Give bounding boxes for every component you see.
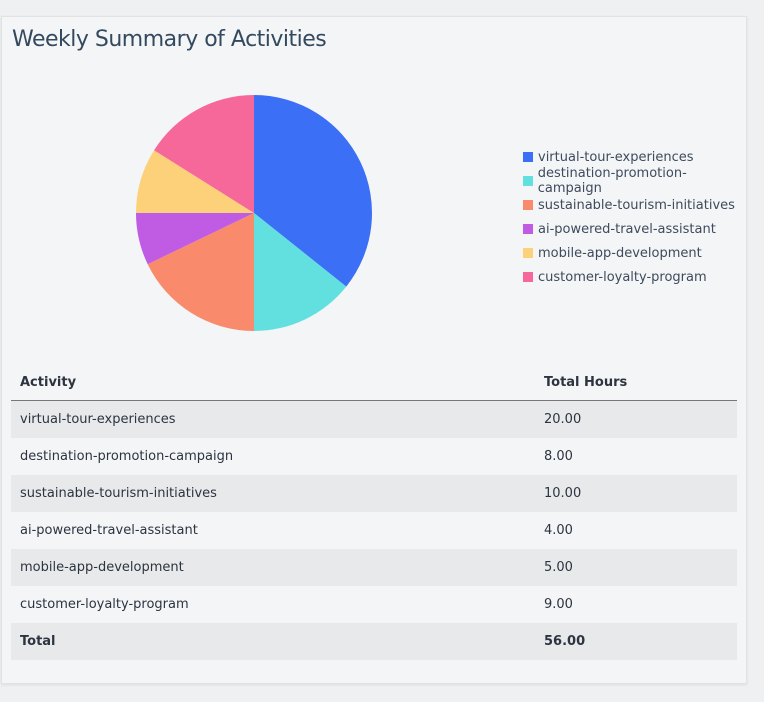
legend-item[interactable]: sustainable-tourism-initiatives xyxy=(523,193,746,217)
activity-cell: mobile-app-development xyxy=(11,549,535,586)
pie-slice-sustainable-tourism-initiatives[interactable] xyxy=(147,213,254,331)
column-header-activity: Activity xyxy=(11,365,535,401)
table-row: sustainable-tourism-initiatives 10.00 xyxy=(11,475,737,512)
legend-item[interactable]: ai-powered-travel-assistant xyxy=(523,217,746,241)
legend-swatch xyxy=(523,152,533,162)
hours-cell: 5.00 xyxy=(535,549,737,586)
activity-cell: sustainable-tourism-initiatives xyxy=(11,475,535,512)
legend-label: ai-powered-travel-assistant xyxy=(538,221,716,237)
legend-swatch xyxy=(523,176,533,186)
legend-swatch xyxy=(523,224,533,234)
legend-item[interactable]: virtual-tour-experiences xyxy=(523,145,746,169)
pie-slice-customer-loyalty-program[interactable] xyxy=(154,95,254,213)
table-row: ai-powered-travel-assistant 4.00 xyxy=(11,512,737,549)
column-header-hours: Total Hours xyxy=(535,365,737,401)
table-row: virtual-tour-experiences 20.00 xyxy=(11,400,737,438)
activity-table: Activity Total Hours virtual-tour-experi… xyxy=(11,365,737,660)
hours-cell: 10.00 xyxy=(535,475,737,512)
legend-swatch xyxy=(523,272,533,282)
hours-cell: 9.00 xyxy=(544,597,573,612)
legend-swatch xyxy=(523,200,533,210)
pie-chart xyxy=(136,95,372,331)
total-label: Total xyxy=(11,623,535,660)
total-row: Total 56.00 xyxy=(11,623,737,660)
activity-cell: destination-promotion-campaign xyxy=(20,449,234,464)
legend-item[interactable]: mobile-app-development xyxy=(523,241,746,265)
pie-slice-ai-powered-travel-assistant[interactable] xyxy=(136,213,254,265)
table-row: customer-loyalty-program 9.00 xyxy=(11,586,737,623)
pie-slice-virtual-tour-experiences[interactable] xyxy=(254,95,372,287)
hours-cell: 8.00 xyxy=(544,449,573,464)
summary-card: Weekly Summary of Activities virtual-tou… xyxy=(1,16,747,684)
pie-slice-mobile-app-development[interactable] xyxy=(136,150,254,213)
legend-label: virtual-tour-experiences xyxy=(538,149,694,165)
hours-cell: 4.00 xyxy=(544,523,573,538)
total-value: 56.00 xyxy=(535,623,737,660)
table-row: destination-promotion-campaign 8.00 xyxy=(11,438,737,475)
legend-item[interactable]: customer-loyalty-program xyxy=(523,265,746,289)
legend-label: customer-loyalty-program xyxy=(538,269,707,285)
activity-cell: customer-loyalty-program xyxy=(20,597,189,612)
table-row: mobile-app-development 5.00 xyxy=(11,549,737,586)
legend: virtual-tour-experiences destination-prom… xyxy=(523,145,746,289)
activity-cell: ai-powered-travel-assistant xyxy=(20,523,198,538)
page-title: Weekly Summary of Activities xyxy=(12,27,327,52)
hours-cell: 20.00 xyxy=(535,400,737,438)
legend-swatch xyxy=(523,248,533,258)
legend-item[interactable]: destination-promotion-campaign xyxy=(523,166,746,196)
legend-label: sustainable-tourism-initiatives xyxy=(538,197,735,213)
pie-slice-destination-promotion-campaign[interactable] xyxy=(254,213,347,331)
legend-label: mobile-app-development xyxy=(538,245,702,261)
legend-label: destination-promotion-campaign xyxy=(537,166,687,196)
activity-cell: virtual-tour-experiences xyxy=(11,400,535,438)
